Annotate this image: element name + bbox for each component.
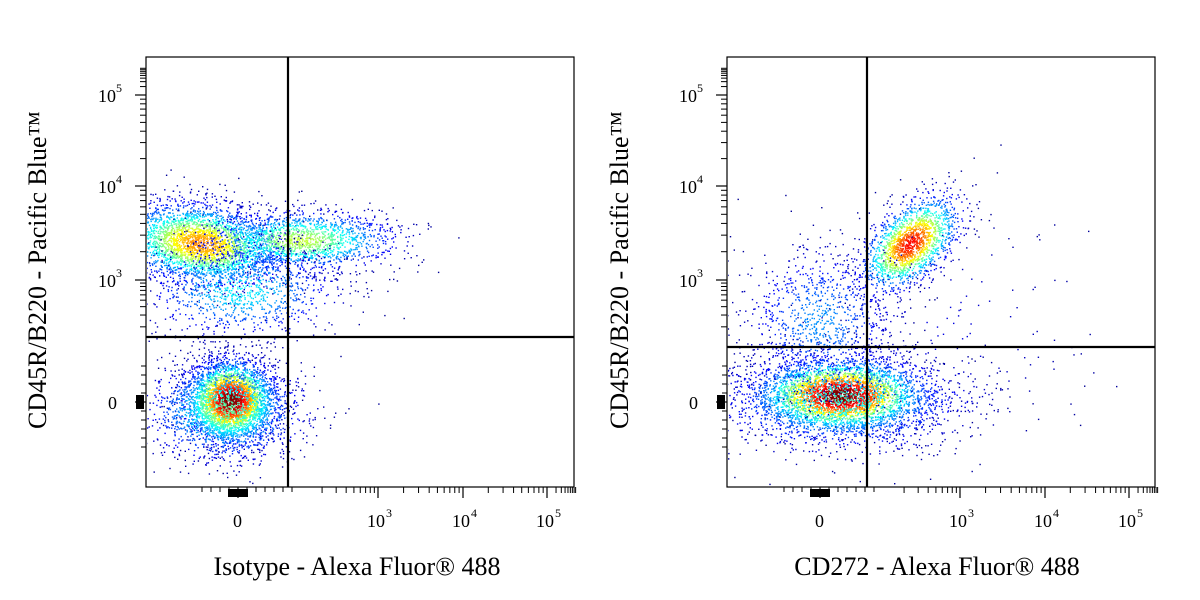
event-dots (728, 144, 1118, 486)
x-tick-label: 10 (949, 511, 967, 531)
y-tick-label: 10 (679, 271, 697, 291)
x-tick-exponent: 3 (968, 506, 974, 520)
y-tick-exponent: 4 (116, 172, 122, 186)
x-tick-exponent: 5 (555, 506, 561, 520)
y-tick-label: 10 (98, 271, 116, 291)
y-axis-label: CD45R/B220 - Pacific Blue™ (23, 111, 52, 429)
x-axis-label: CD272 - Alexa Fluor® 488 (794, 552, 1080, 581)
y-tick-exponent: 3 (116, 266, 122, 280)
x-tick-exponent: 4 (471, 506, 477, 520)
y-axis-label: CD45R/B220 - Pacific Blue™ (605, 111, 634, 429)
y-tick-exponent: 5 (116, 81, 122, 95)
event-dots (147, 169, 460, 485)
plot-frame (145, 56, 575, 488)
x-tick-label: 0 (233, 511, 242, 531)
x-tick-label: 10 (367, 511, 385, 531)
x-tick-exponent: 5 (1137, 506, 1143, 520)
x-tick-label: 0 (815, 511, 824, 531)
plot-cd272: 0 10 3 10 4 10 5 0 10 3 10 4 10 5 CD45R/B220 - Pacifi… (580, 0, 1180, 600)
y-tick-label: 10 (98, 177, 116, 197)
y-tick-label: 0 (689, 393, 698, 413)
plot-isotype: 0 10 3 10 4 10 5 0 10 3 10 4 10 5 CD45R/B220 - Pacifi… (23, 56, 577, 581)
y-tick-label: 10 (679, 86, 697, 106)
x-axis-label: Isotype - Alexa Fluor® 488 (213, 552, 501, 581)
y-tick-label: 10 (98, 86, 116, 106)
y-tick-exponent: 5 (697, 81, 703, 95)
x-tick-label: 10 (536, 511, 554, 531)
y-tick-exponent: 3 (697, 266, 703, 280)
y-tick-label: 0 (108, 393, 117, 413)
y-tick-label: 10 (679, 177, 697, 197)
x-tick-exponent: 4 (1053, 506, 1059, 520)
x-tick-label: 10 (452, 511, 470, 531)
x-tick-label: 10 (1118, 511, 1136, 531)
x-tick-exponent: 3 (386, 506, 392, 520)
y-tick-exponent: 4 (697, 172, 703, 186)
x-tick-label: 10 (1034, 511, 1052, 531)
